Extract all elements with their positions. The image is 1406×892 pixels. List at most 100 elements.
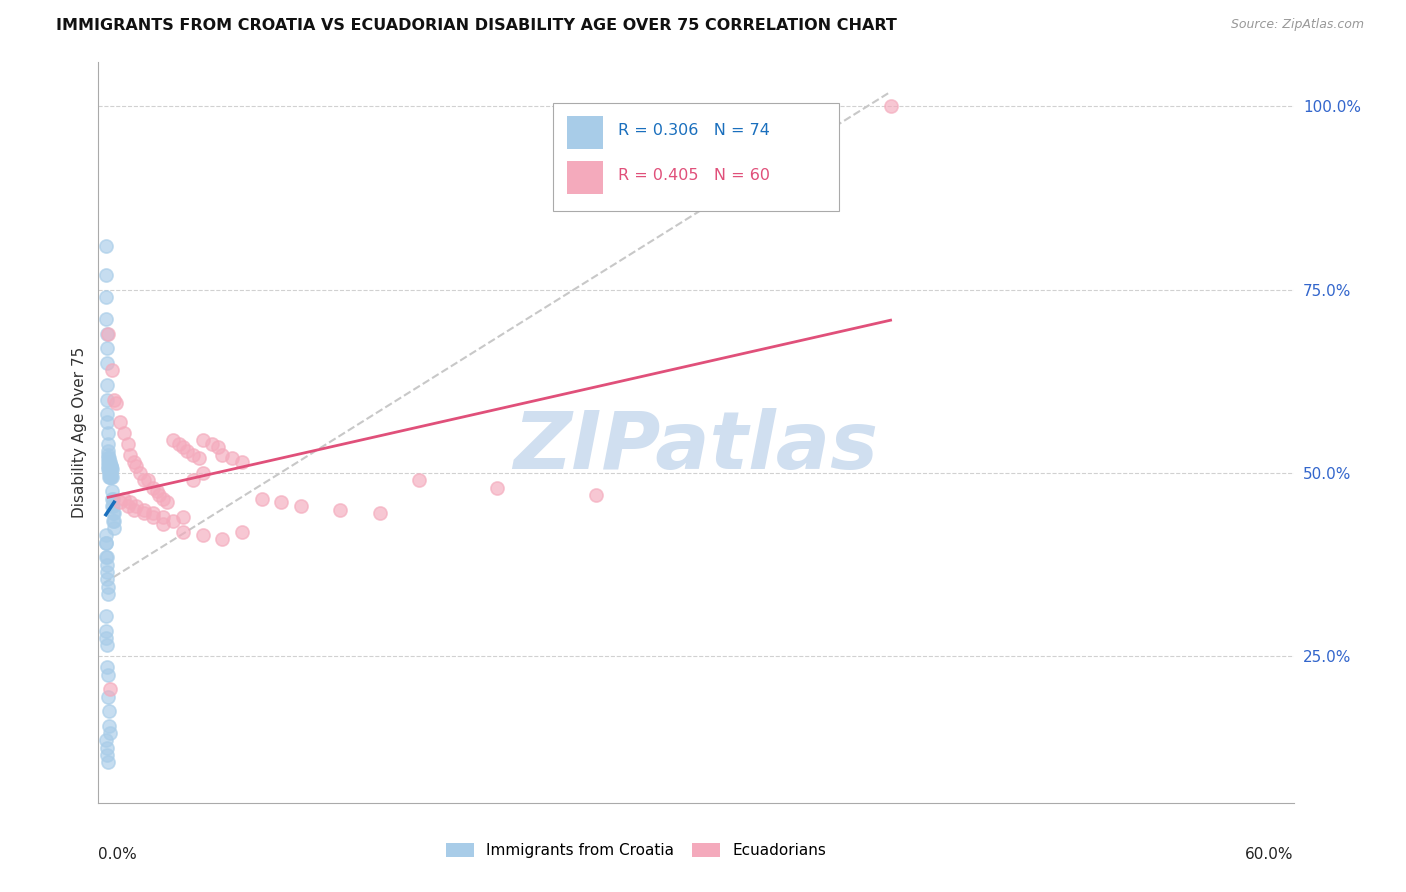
Point	[201, 436, 224, 450]
Bar	[553, 103, 839, 211]
Text: IMMIGRANTS FROM CROATIA VS ECUADORIAN DISABILITY AGE OVER 75 CORRELATION CHART: IMMIGRANTS FROM CROATIA VS ECUADORIAN DI…	[56, 18, 897, 33]
Y-axis label: Disability Age Over 75: Disability Age Over 75	[72, 347, 87, 518]
Point	[100, 458, 122, 473]
Point	[101, 469, 124, 483]
Point	[96, 733, 118, 747]
Point	[101, 484, 124, 499]
Point	[128, 466, 150, 480]
Point	[98, 726, 121, 740]
Point	[96, 356, 118, 370]
Point	[96, 748, 118, 763]
Point	[207, 440, 229, 454]
Point	[96, 407, 118, 421]
Point	[97, 451, 120, 466]
Text: 60.0%: 60.0%	[1246, 847, 1294, 863]
Point	[98, 682, 121, 697]
Point	[96, 638, 118, 652]
Point	[191, 466, 214, 480]
Point	[96, 558, 118, 572]
Text: ZIPatlas: ZIPatlas	[513, 409, 879, 486]
Point	[172, 524, 194, 539]
Point	[329, 502, 352, 516]
Point	[103, 506, 125, 520]
Point	[100, 462, 122, 476]
Point	[94, 268, 117, 282]
Point	[97, 425, 120, 440]
Point	[118, 448, 141, 462]
Point	[98, 719, 121, 733]
Point	[117, 436, 139, 450]
Point	[105, 396, 128, 410]
Point	[231, 524, 253, 539]
Point	[132, 502, 155, 516]
Point	[96, 550, 118, 565]
Point	[97, 458, 120, 473]
Point	[146, 484, 169, 499]
Text: R = 0.306   N = 74: R = 0.306 N = 74	[619, 123, 770, 138]
Point	[101, 514, 124, 528]
Point	[101, 491, 124, 506]
Point	[94, 238, 117, 252]
Point	[98, 469, 121, 483]
Point	[142, 510, 165, 524]
Point	[96, 341, 118, 355]
Point	[250, 491, 273, 506]
Point	[96, 550, 118, 565]
Point	[97, 448, 120, 462]
Point	[211, 532, 233, 546]
Point	[94, 608, 117, 623]
Point	[101, 506, 124, 520]
Point	[100, 458, 122, 473]
Point	[117, 499, 139, 513]
Point	[125, 458, 148, 473]
Point	[98, 462, 121, 476]
Point	[103, 521, 125, 535]
Point	[96, 740, 118, 755]
Bar	[567, 116, 603, 149]
Point	[172, 510, 194, 524]
Point	[585, 488, 607, 502]
Point	[96, 415, 118, 429]
Point	[162, 433, 184, 447]
Point	[148, 488, 170, 502]
Point	[94, 528, 117, 542]
Point	[97, 444, 120, 458]
Text: R = 0.405   N = 60: R = 0.405 N = 60	[619, 169, 770, 183]
Point	[290, 499, 312, 513]
Point	[231, 455, 253, 469]
Point	[100, 469, 122, 483]
Point	[97, 587, 120, 601]
Point	[368, 506, 391, 520]
Point	[96, 392, 118, 407]
Point	[132, 506, 155, 520]
Point	[98, 455, 121, 469]
Point	[97, 466, 120, 480]
Point	[94, 535, 117, 549]
Point	[96, 631, 118, 645]
Point	[172, 440, 194, 454]
Point	[122, 502, 145, 516]
Point	[98, 469, 121, 483]
Point	[97, 455, 120, 469]
Point	[108, 415, 131, 429]
Point	[96, 312, 118, 326]
Point	[98, 458, 121, 473]
Point	[96, 535, 118, 549]
Point	[486, 481, 509, 495]
Point	[270, 495, 292, 509]
Point	[97, 451, 120, 466]
Point	[108, 495, 131, 509]
Point	[94, 624, 117, 638]
Point	[96, 378, 118, 392]
Point	[125, 499, 148, 513]
Point	[101, 499, 124, 513]
Point	[112, 491, 135, 506]
Point	[132, 473, 155, 487]
Point	[96, 326, 118, 341]
Point	[142, 506, 165, 520]
Point	[101, 491, 124, 506]
Point	[97, 436, 120, 450]
Point	[156, 495, 179, 509]
Legend: Immigrants from Croatia, Ecuadorians: Immigrants from Croatia, Ecuadorians	[446, 843, 827, 858]
Point	[101, 462, 124, 476]
